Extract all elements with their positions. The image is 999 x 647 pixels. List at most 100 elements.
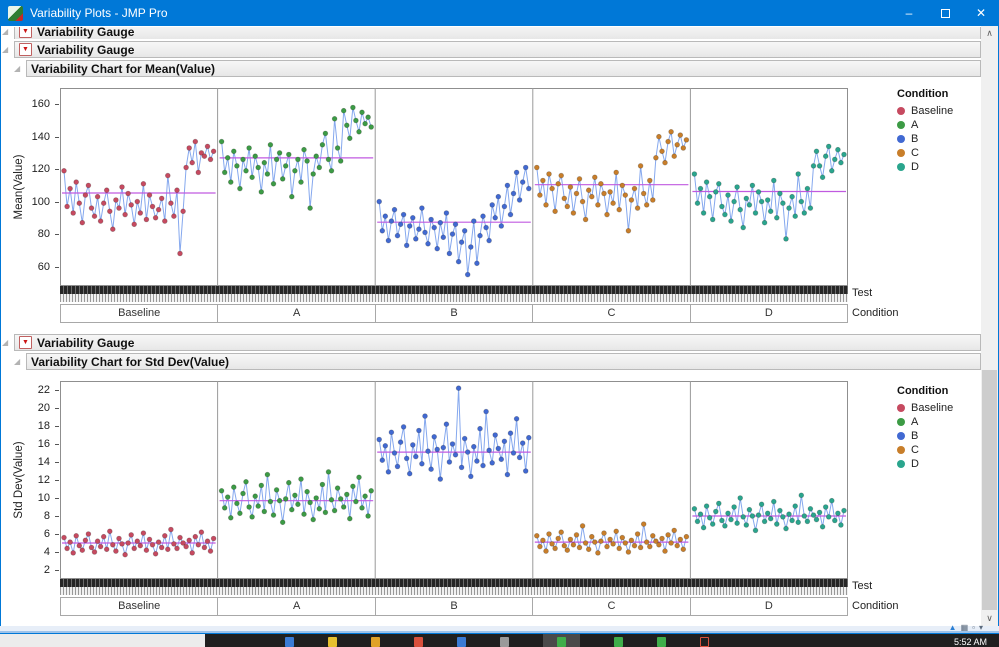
data-point[interactable] (180, 540, 186, 546)
data-point[interactable] (67, 185, 73, 192)
data-point[interactable] (85, 531, 92, 537)
data-point[interactable] (807, 506, 814, 512)
data-point[interactable] (579, 198, 586, 205)
data-point[interactable] (192, 138, 199, 145)
legend-item[interactable]: B (897, 132, 981, 146)
data-point[interactable] (362, 493, 368, 499)
data-point[interactable] (131, 221, 137, 228)
data-point[interactable] (604, 543, 610, 550)
data-point[interactable] (162, 533, 168, 539)
data-point[interactable] (489, 460, 496, 466)
taskbar-app-icon[interactable] (457, 637, 466, 647)
data-point[interactable] (461, 435, 468, 442)
data-point[interactable] (579, 523, 586, 529)
data-point[interactable] (777, 507, 783, 514)
data-point[interactable] (752, 210, 759, 216)
data-point[interactable] (391, 450, 398, 456)
data-point[interactable] (189, 159, 196, 166)
data-point[interactable] (168, 526, 174, 533)
data-point[interactable] (137, 210, 144, 216)
data-point[interactable] (831, 517, 838, 524)
condition-level-label[interactable]: D (689, 304, 849, 323)
data-point[interactable] (243, 168, 249, 174)
data-point[interactable] (391, 206, 398, 213)
data-point[interactable] (665, 532, 671, 538)
data-point[interactable] (737, 495, 743, 501)
data-point[interactable] (731, 504, 737, 510)
data-point[interactable] (828, 497, 835, 504)
data-point[interactable] (543, 202, 549, 208)
data-point[interactable] (162, 218, 168, 224)
data-point[interactable] (186, 537, 192, 544)
data-point[interactable] (434, 446, 441, 453)
data-point[interactable] (549, 185, 555, 192)
corner-grid-icon[interactable]: ▦ (960, 623, 969, 632)
data-point[interactable] (134, 538, 141, 545)
data-point[interactable] (510, 190, 517, 197)
data-point[interactable] (792, 503, 798, 509)
data-point[interactable] (483, 408, 489, 415)
data-point[interactable] (298, 476, 304, 482)
data-point[interactable] (601, 190, 607, 197)
data-point[interactable] (252, 153, 259, 159)
data-point[interactable] (97, 218, 104, 224)
data-point[interactable] (276, 150, 283, 156)
data-point[interactable] (183, 543, 189, 550)
data-point[interactable] (328, 168, 335, 174)
data-point[interactable] (195, 542, 202, 548)
data-point[interactable] (801, 513, 808, 519)
data-point[interactable] (668, 128, 674, 135)
data-point[interactable] (656, 133, 662, 140)
data-point[interactable] (558, 529, 565, 536)
data-point[interactable] (561, 542, 568, 549)
data-point[interactable] (558, 172, 565, 179)
data-point[interactable] (286, 479, 292, 486)
data-point[interactable] (350, 104, 356, 111)
data-point[interactable] (746, 202, 753, 208)
data-point[interactable] (234, 500, 240, 507)
data-point[interactable] (258, 482, 265, 489)
data-point[interactable] (674, 542, 680, 549)
data-point[interactable] (416, 226, 422, 233)
data-point[interactable] (665, 138, 671, 145)
data-point[interactable] (282, 496, 289, 502)
outline-header-bar[interactable]: ▼ Variability Gauge (14, 27, 981, 39)
data-point[interactable] (546, 171, 552, 177)
data-point[interactable] (722, 523, 728, 529)
data-point[interactable] (706, 193, 713, 200)
data-point[interactable] (591, 174, 598, 181)
data-point[interactable] (516, 454, 523, 461)
data-point[interactable] (628, 197, 635, 203)
data-point[interactable] (155, 206, 162, 213)
condition-level-label[interactable]: D (689, 597, 849, 616)
data-point[interactable] (625, 549, 632, 555)
data-point[interactable] (340, 504, 347, 510)
section-title[interactable]: Variability Gauge (37, 42, 135, 57)
data-point[interactable] (106, 208, 113, 215)
data-point[interactable] (334, 145, 341, 151)
data-point[interactable] (477, 425, 483, 432)
taskbar-app-icon[interactable] (557, 637, 566, 647)
data-point[interactable] (585, 187, 592, 193)
data-point[interactable] (379, 457, 386, 463)
section-title[interactable]: Variability Gauge (37, 335, 135, 350)
data-point[interactable] (767, 208, 774, 215)
chart-title[interactable]: Variability Chart for Mean(Value) (31, 61, 216, 76)
data-point[interactable] (85, 182, 92, 189)
data-point[interactable] (477, 232, 483, 239)
data-point[interactable] (758, 501, 765, 508)
data-point[interactable] (76, 200, 83, 206)
taskbar-app-icon[interactable] (657, 637, 666, 647)
legend-item[interactable]: C (897, 443, 981, 457)
data-point[interactable] (316, 506, 323, 512)
data-point[interactable] (340, 107, 347, 114)
data-point[interactable] (770, 498, 777, 505)
corner-chart-icon[interactable]: ▲ (948, 623, 957, 632)
data-point[interactable] (516, 197, 523, 203)
data-point[interactable] (264, 471, 271, 478)
data-point[interactable] (700, 210, 707, 216)
data-point[interactable] (189, 550, 196, 556)
data-point[interactable] (680, 546, 687, 553)
data-point[interactable] (67, 539, 73, 545)
data-point[interactable] (537, 543, 543, 550)
